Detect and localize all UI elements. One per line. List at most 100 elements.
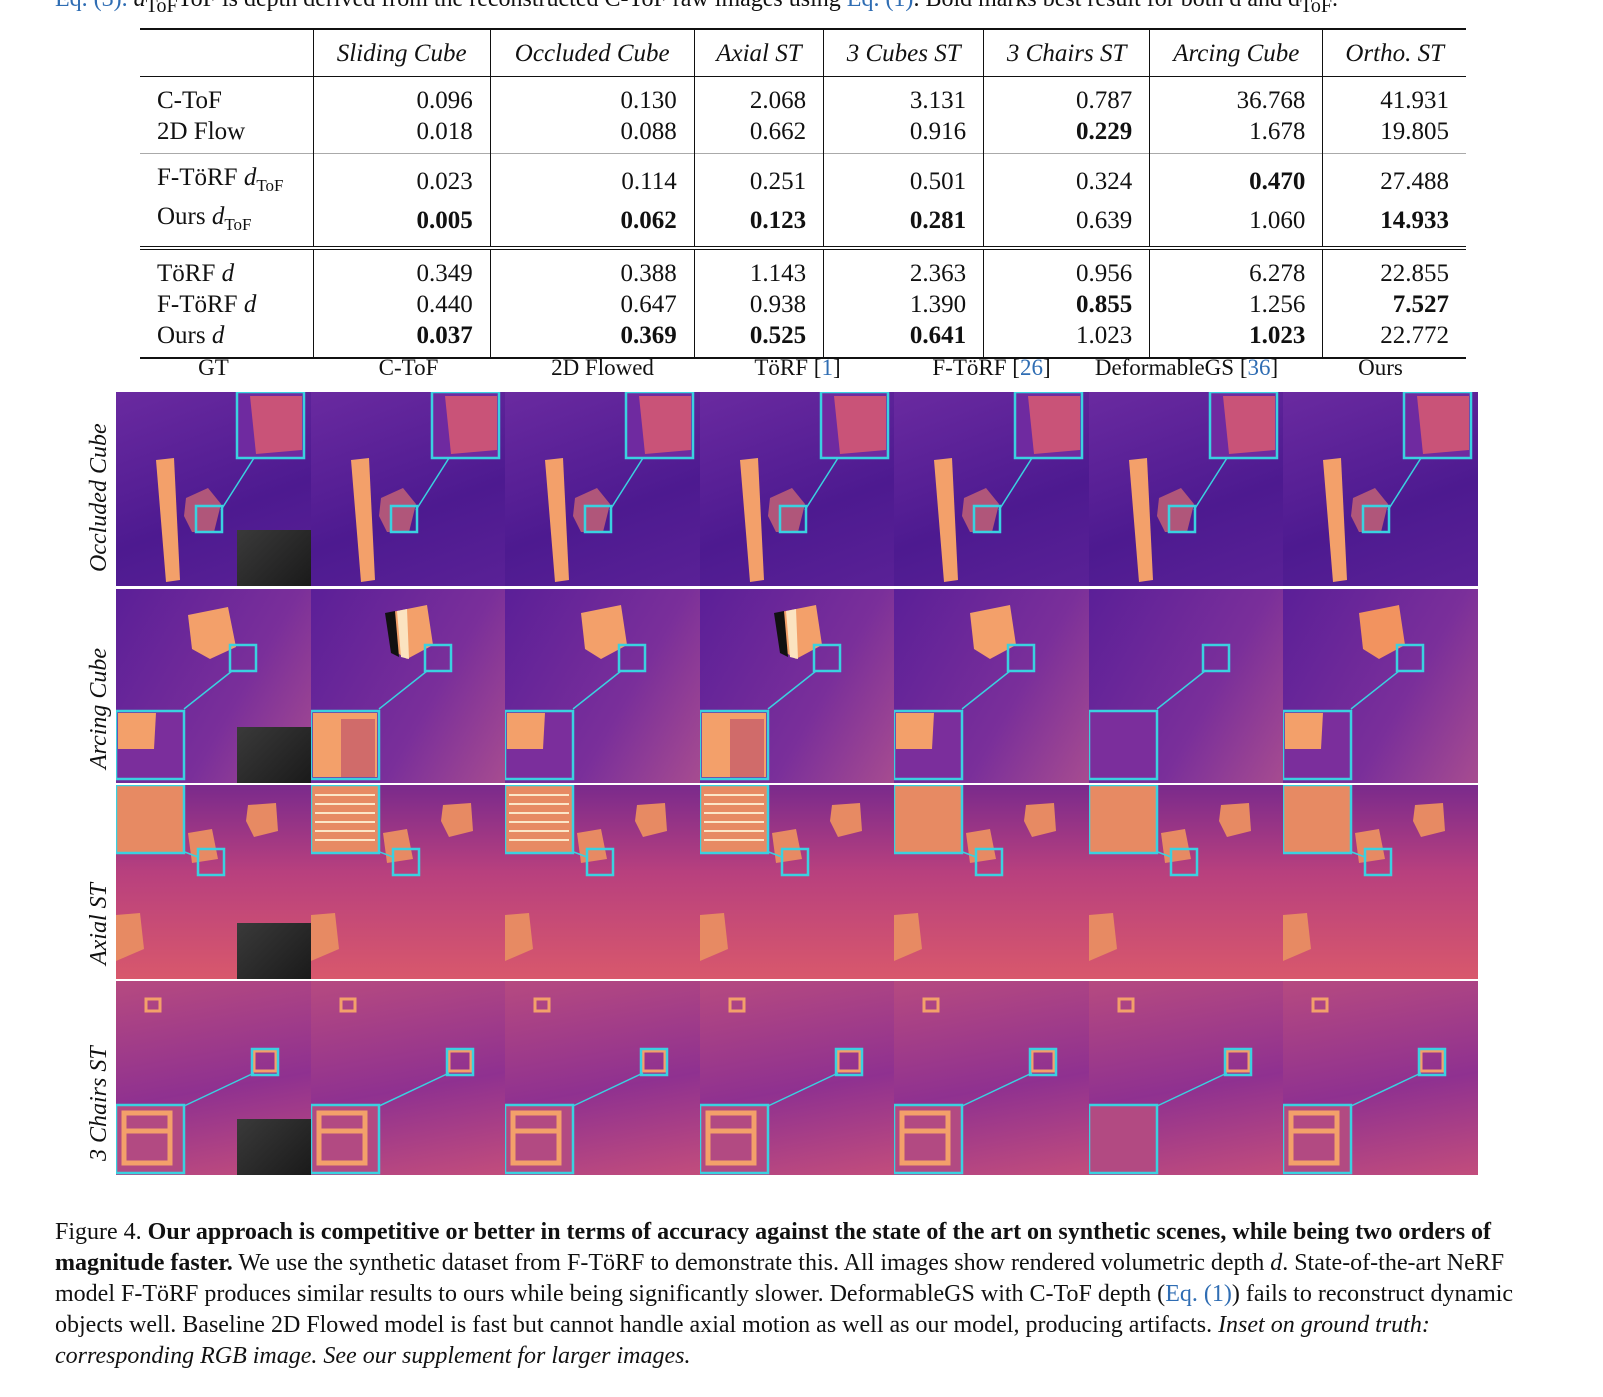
- table-row: Ours d 0.037 0.369 0.525 0.641 1.023 1.023 22.7…: [140, 320, 1466, 359]
- depth-render-tile: [1089, 981, 1284, 1175]
- depth-render-tile: [505, 392, 700, 586]
- column-header: Axial ST: [694, 28, 825, 77]
- depth-render-tile: [700, 589, 895, 783]
- depth-render-tile: [311, 392, 506, 586]
- depth-render-tile: [1283, 392, 1478, 586]
- table-cell: 0.114: [490, 153, 695, 201]
- table-cell: 0.251: [694, 153, 825, 201]
- caption-eq1-link[interactable]: Eq. (1): [1165, 1281, 1232, 1307]
- table-cell: 0.096: [313, 76, 491, 116]
- table-cell: 0.956: [983, 246, 1151, 289]
- rgb-inset-thumbnail: [237, 1119, 311, 1175]
- table-cell: 1.060: [1149, 201, 1324, 248]
- depth-render-tile: [700, 981, 895, 1175]
- table-row: F-TöRF dToF 0.023 0.114 0.251 0.501 0.324 0.47…: [140, 153, 1466, 201]
- depth-render-tile: [311, 981, 506, 1175]
- citation-link[interactable]: 1: [821, 355, 833, 380]
- depth-render-tile: [505, 589, 700, 783]
- column-label: DeformableGS [36]: [1094, 355, 1279, 380]
- table-cell: 0.349: [313, 246, 491, 289]
- column-header: 3 Chairs ST: [983, 28, 1151, 77]
- column-header: Arcing Cube: [1149, 28, 1324, 77]
- table-cell: 0.641: [823, 320, 985, 359]
- column-label: C-ToF: [378, 355, 439, 380]
- caption-d: d: [1270, 1250, 1283, 1276]
- top-caption-text-2: . Bold marks best result for both d and …: [913, 0, 1300, 12]
- table-row: 2D Flow 0.018 0.088 0.662 0.916 0.229 1.678 19.…: [140, 116, 1466, 154]
- row-label: C-ToF: [140, 76, 314, 116]
- row-label: F-TöRF d: [140, 289, 314, 320]
- caption-body-1: We use the synthetic dataset from F-TöRF…: [232, 1250, 1271, 1276]
- table-cell: 14.933: [1380, 207, 1449, 234]
- citation-link[interactable]: 36: [1247, 355, 1271, 380]
- depth-render-tile: [700, 392, 895, 586]
- depth-render-tile: [116, 785, 311, 979]
- caption-body-3: ) fails to reconstruct dynamic objects w…: [55, 1281, 1514, 1338]
- table-cell: 3.131: [823, 76, 985, 116]
- header-empty: [140, 28, 314, 77]
- row-label: 2D Flow: [140, 116, 314, 154]
- table-cell: 1.023: [1149, 320, 1324, 359]
- table-cell: 0.062: [490, 201, 695, 248]
- column-header: 3 Cubes ST: [823, 28, 985, 77]
- table-body: C-ToF 0.096 0.130 2.068 3.131 0.787 36.768 41.9…: [140, 76, 1466, 359]
- column-label: F-TöRF [26]: [932, 355, 1051, 380]
- column-label: Ours: [1358, 355, 1403, 380]
- row-label-vertical: 3 Chairs ST: [86, 1046, 112, 1161]
- table-cell: 41.931: [1380, 87, 1449, 114]
- figure-number: Figure 4.: [55, 1219, 148, 1245]
- table-cell: 1.390: [823, 289, 985, 320]
- table-row: Ours dToF 0.005 0.062 0.123 0.281 0.639 1.060 1…: [140, 201, 1466, 248]
- depth-render-tile: [1283, 981, 1478, 1175]
- rgb-inset-thumbnail: [237, 923, 311, 979]
- caption-bold: Our approach is competitive or better in…: [55, 1219, 1492, 1276]
- table-cell: 1.256: [1149, 289, 1324, 320]
- table-cell: 7.527: [1392, 291, 1449, 318]
- table-cell: 0.647: [490, 289, 695, 320]
- table-cell: 0.037: [313, 320, 491, 359]
- depth-render-tile: [116, 589, 311, 783]
- table-cell: 0.501: [823, 153, 985, 201]
- depth-render-tile: [505, 785, 700, 979]
- table-cell: 0.470: [1149, 153, 1324, 201]
- table-cell: 0.018: [313, 116, 491, 154]
- caption-body-2: . State-of-the-art NeRF model F-TöRF pro…: [55, 1250, 1505, 1307]
- top-caption-end: .: [1332, 0, 1338, 12]
- table-cell: 22.772: [1322, 320, 1466, 359]
- table-cell: 0.324: [983, 153, 1151, 201]
- table-cell: 0.088: [490, 116, 695, 154]
- citation-link[interactable]: 26: [1019, 355, 1043, 380]
- column-label: 2D Flowed: [551, 355, 654, 380]
- tof-subscript-2: ToF: [1300, 0, 1333, 17]
- table-cell: 0.369: [490, 320, 695, 359]
- table-cell: 6.278: [1149, 246, 1324, 289]
- row-label: Ours d: [140, 320, 314, 359]
- rgb-inset-thumbnail: [237, 727, 311, 783]
- depth-render-tile: [1283, 589, 1478, 783]
- table-row: C-ToF 0.096 0.130 2.068 3.131 0.787 36.768 41.9…: [140, 76, 1466, 116]
- depth-render-tile: [894, 392, 1089, 586]
- table-cell: 0.281: [823, 201, 985, 248]
- depth-render-tile: [894, 981, 1089, 1175]
- table-cell: 0.855: [983, 289, 1151, 320]
- table-header-row: Sliding Cube Occluded Cube Axial ST 3 Cubes…: [140, 28, 1466, 77]
- table-cell: 0.229: [983, 116, 1151, 154]
- table-cell: 0.005: [313, 201, 491, 248]
- table-cell: 27.488: [1322, 153, 1466, 201]
- column-header: Sliding Cube: [313, 28, 491, 77]
- depth-render-tile: [116, 981, 311, 1175]
- table-cell: 0.388: [490, 246, 695, 289]
- table-cell: 36.768: [1149, 76, 1324, 116]
- row-label-vertical: Arcing Cube: [86, 647, 112, 769]
- eq3-link[interactable]: Eq. (3).: [55, 0, 134, 12]
- top-caption-line: Eq. (3). dToFToF is depth derived from t…: [55, 0, 1338, 18]
- table-cell: 1.143: [694, 246, 825, 289]
- depth-render-tile: [311, 785, 506, 979]
- column-header: Occluded Cube: [490, 28, 695, 77]
- table-cell: 0.938: [694, 289, 825, 320]
- table-cell: 0.123: [694, 201, 825, 248]
- depth-render-tile: [894, 589, 1089, 783]
- column-header: Ortho. ST: [1322, 28, 1466, 77]
- table-cell: 0.662: [694, 116, 825, 154]
- eq1-link[interactable]: Eq. (1): [847, 0, 914, 12]
